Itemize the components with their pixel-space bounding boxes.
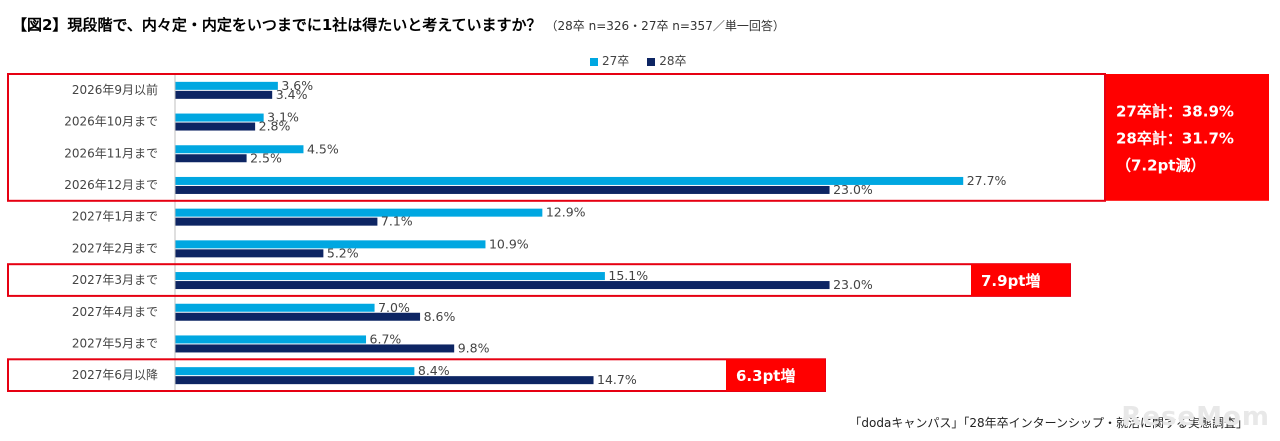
category-label: 2026年10月まで: [64, 115, 158, 129]
data-label: 23.0%: [833, 182, 873, 197]
category-label: 2027年6月以降: [72, 368, 158, 382]
data-label: 23.0%: [833, 277, 873, 292]
category-label: 2026年9月以前: [72, 82, 158, 97]
chart-subtitle: （28卒 n=326・27卒 n=357／単一回答）: [545, 19, 785, 33]
source-note: 「dodaキャンパス」「28年卒インターンシップ・就活に関する実態調査」: [849, 416, 1248, 430]
data-label: 9.8%: [458, 340, 490, 355]
data-label: 5.2%: [327, 245, 359, 260]
data-label: 14.7%: [597, 372, 637, 387]
data-label: 2.8%: [259, 119, 291, 134]
category-label: 2026年12月まで: [64, 178, 158, 192]
category-label: 2027年2月まで: [72, 241, 158, 255]
callout-text: 6.3pt増: [736, 367, 795, 385]
legend-item-1: 28卒: [647, 54, 687, 68]
bar-28: [175, 344, 455, 353]
data-label: 8.6%: [424, 309, 456, 324]
data-label: 7.1%: [381, 214, 413, 229]
data-label: 4.5%: [307, 141, 339, 156]
bar-27: [175, 303, 375, 312]
chart-title-text: 【図2】現段階で、内々定・内定をいつまでに1社は得たいと考えていますか？: [12, 16, 542, 34]
bar-27: [175, 208, 543, 217]
bar-27: [175, 272, 605, 281]
bar-27: [175, 335, 367, 344]
bar-28: [175, 217, 378, 226]
chart-title: 【図2】現段階で、内々定・内定をいつまでに1社は得たいと考えていますか？ （28卒…: [12, 14, 785, 35]
legend-label: 27卒: [602, 54, 630, 68]
highlight-frame: [7, 73, 1106, 202]
data-label: 12.9%: [546, 205, 586, 220]
callout-box: [726, 359, 825, 391]
bar-27: [175, 81, 278, 90]
category-label: 2027年5月まで: [72, 336, 158, 350]
data-label: 7.0%: [378, 300, 410, 315]
category-label: 2026年11月まで: [64, 146, 158, 160]
legend-swatch: [647, 57, 656, 66]
category-label: 2027年1月まで: [72, 210, 158, 224]
callout-text: 28卒計：31.7%: [1116, 129, 1234, 147]
watermark-logo: ReseMom: [1121, 402, 1270, 432]
callout-box: [971, 264, 1070, 296]
bar-28: [175, 312, 421, 321]
data-label: 6.7%: [370, 331, 402, 346]
data-label: 27.7%: [967, 173, 1007, 188]
category-label: 2027年3月まで: [72, 273, 158, 287]
bar-27: [175, 145, 304, 154]
data-label: 3.4%: [276, 87, 308, 102]
bar-28: [175, 122, 256, 131]
data-label: 15.1%: [608, 268, 648, 283]
legend-item-0: 27卒: [590, 54, 629, 68]
data-label: 10.9%: [489, 236, 529, 251]
bar-28: [175, 281, 830, 290]
bar-28: [175, 154, 247, 163]
legend-label: 28卒: [659, 54, 687, 68]
data-label: 3.6%: [281, 78, 313, 93]
callout-text: 7.9pt増: [981, 272, 1040, 290]
bar-28: [175, 376, 594, 385]
callout-text: （7.2pt減）: [1116, 156, 1205, 174]
category-label: 2027年4月まで: [72, 305, 158, 319]
data-label: 3.1%: [267, 110, 299, 125]
data-label: 8.4%: [418, 363, 450, 378]
callout-box: [1106, 74, 1269, 201]
highlight-frame: [7, 263, 1071, 297]
bar-27: [175, 367, 415, 376]
bar-28: [175, 249, 324, 258]
bar-27: [175, 113, 264, 122]
bar-27: [175, 240, 486, 249]
chart-legend: 27卒 28卒: [590, 52, 705, 69]
callout-text: 27卒計：38.9%: [1116, 102, 1234, 120]
bar-28: [175, 185, 830, 194]
bar-28: [175, 90, 273, 99]
data-label: 2.5%: [250, 150, 282, 165]
bar-27: [175, 176, 964, 185]
legend-swatch: [590, 57, 598, 66]
